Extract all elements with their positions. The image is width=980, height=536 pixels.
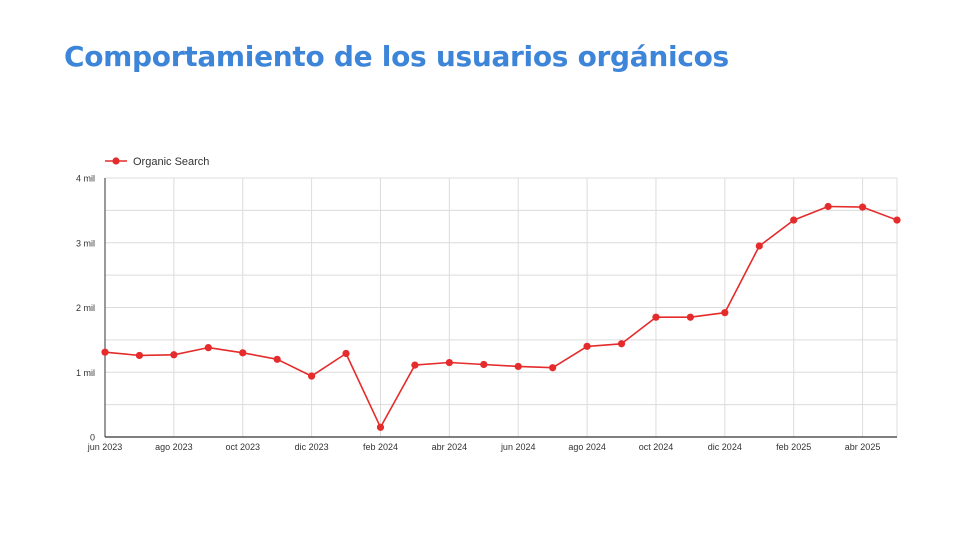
data-point bbox=[617, 340, 626, 348]
data-point bbox=[755, 242, 763, 250]
data-point bbox=[411, 361, 419, 369]
chart-series bbox=[101, 202, 901, 431]
data-point bbox=[893, 216, 901, 224]
y-tick-label: 0 bbox=[90, 433, 95, 443]
x-tick-label: feb 2024 bbox=[363, 442, 398, 452]
y-tick-label: 4 mil bbox=[76, 174, 95, 184]
x-tick-label: ago 2023 bbox=[155, 442, 193, 452]
data-point bbox=[204, 344, 212, 352]
y-tick-label: 2 mil bbox=[76, 303, 95, 313]
x-tick-label: ago 2024 bbox=[568, 442, 606, 452]
data-point bbox=[273, 355, 281, 363]
data-point bbox=[549, 364, 557, 372]
x-tick-label: dic 2023 bbox=[295, 442, 329, 452]
data-point bbox=[721, 309, 729, 317]
data-point bbox=[135, 351, 144, 360]
data-point bbox=[824, 202, 832, 211]
data-point bbox=[790, 216, 798, 224]
x-tick-label: feb 2025 bbox=[776, 442, 811, 452]
data-point bbox=[480, 360, 488, 369]
x-tick-label: oct 2024 bbox=[639, 442, 674, 452]
data-point bbox=[686, 313, 694, 321]
legend-label: Organic Search bbox=[133, 156, 209, 168]
data-point bbox=[342, 349, 350, 358]
x-tick-label: abr 2025 bbox=[845, 442, 881, 452]
slide-title: Comportamiento de los usuarios orgánicos bbox=[64, 40, 729, 73]
data-point bbox=[376, 423, 385, 431]
data-point bbox=[101, 348, 109, 356]
x-tick-label: oct 2023 bbox=[225, 442, 260, 452]
chart-legend: Organic Search bbox=[105, 156, 209, 168]
data-point bbox=[308, 372, 316, 380]
data-point bbox=[858, 203, 867, 211]
data-point bbox=[445, 358, 453, 367]
data-point bbox=[170, 351, 178, 359]
y-tick-label: 3 mil bbox=[76, 238, 95, 248]
legend-marker bbox=[112, 157, 120, 165]
data-point bbox=[239, 349, 247, 357]
x-tick-label: jun 2024 bbox=[500, 442, 536, 452]
y-tick-label: 1 mil bbox=[76, 368, 95, 378]
data-point bbox=[583, 342, 591, 350]
chart-axes: 0 1 mil 2 mil 3 mil 4 mil jun 2023 ago 2023 oct… bbox=[76, 174, 897, 452]
x-tick-label: abr 2024 bbox=[432, 442, 468, 452]
data-point bbox=[514, 362, 522, 371]
data-point bbox=[652, 313, 660, 321]
series-line bbox=[104, 205, 898, 429]
x-tick-label: dic 2024 bbox=[708, 442, 742, 452]
chart-grid bbox=[105, 177, 898, 437]
x-tick-label: jun 2023 bbox=[87, 442, 123, 452]
